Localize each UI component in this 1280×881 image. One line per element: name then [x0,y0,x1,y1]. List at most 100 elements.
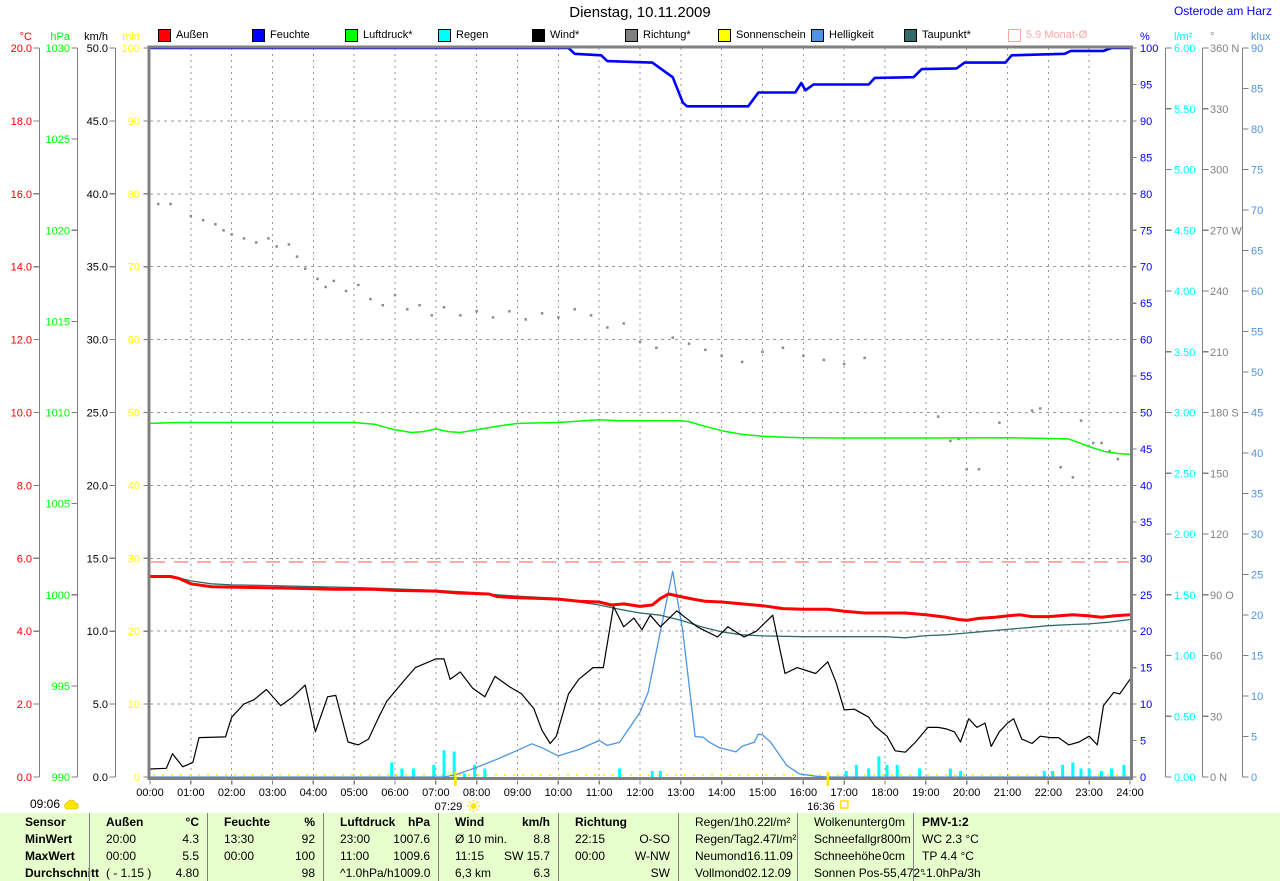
svg-text:55: 55 [1140,371,1152,383]
table-pmv-header: PMV-1:2 [922,814,969,829]
svg-text:20: 20 [1251,610,1263,622]
series-regen [390,750,1126,777]
x-axis: 00:00 01:00 02:00 03:00 04:00 05:00 06:00 07:00… [136,780,1144,799]
series-helligkeit [150,570,1130,778]
table-text: 98 [301,865,315,880]
svg-text:12:00: 12:00 [626,787,654,799]
table-text: km/h [521,814,550,829]
series-richtung [156,202,1120,479]
legend-label: Sonnenschein [736,29,806,41]
table-sensor-header: Feuchte% [208,813,323,830]
svg-text:10.0: 10.0 [11,408,32,420]
table-pmv-row: WC 2.3 °C [922,831,979,846]
svg-text:1020: 1020 [46,225,70,237]
table-col-wind: Wind km/h Ø 10 min. 8.8 11:15 SW 15.7 6,3 km 6.… [438,813,558,881]
svg-text:15: 15 [1251,651,1263,663]
svg-text:40: 40 [1251,448,1263,460]
svg-text:1000: 1000 [46,590,70,602]
table-text: Wolkenunterg [814,814,888,829]
svg-text:10:00: 10:00 [545,787,573,799]
svg-text:2.00: 2.00 [1174,529,1195,541]
moonrise-time-label: 09:06 [30,797,61,811]
svg-text:5.00: 5.00 [1174,165,1195,177]
table-info-row: Wolkenunterg 0m [798,813,913,830]
svg-text:07:00: 07:00 [422,787,450,799]
sunset-square-icon [840,800,849,809]
svg-text:70: 70 [128,262,140,274]
svg-text:30: 30 [1140,553,1152,565]
table-text: 11:15 [455,848,485,863]
table-sensor-row: 98 [208,864,323,881]
table-text: 800m [880,831,911,846]
legend-item-regen[interactable]: Regen [438,28,488,42]
svg-text:70: 70 [1251,205,1263,217]
svg-text:6.00: 6.00 [1174,43,1195,55]
table-text: 02.12.09 [744,865,792,880]
table-row-label: Durchschnitt [25,865,100,880]
legend-item-5-9-monat-[interactable]: 5.9 Monat-Ø [1008,28,1087,42]
table-sensor-row: 23:00 1007.6 [324,830,438,847]
table-info-row: Regen/Tag 2.47l/m² [679,830,797,847]
table-text: 0m [888,814,905,829]
axis-unit-temp: °C [20,31,32,43]
svg-text:19:00: 19:00 [912,787,940,799]
svg-text:09:00: 09:00 [504,787,532,799]
legend-item-helligkeit[interactable]: Helligkeit [811,28,874,42]
svg-text:20.0: 20.0 [11,43,32,55]
table-text: O-SO [639,831,670,846]
legend-item-sonnenschein[interactable]: Sonnenschein [718,28,806,42]
svg-text:16:00: 16:00 [790,787,818,799]
series-luftdruck [149,419,1131,456]
legend-swatch-icon [532,28,545,42]
svg-text:50: 50 [1140,408,1152,420]
legend-item-taupunkt-[interactable]: Taupunkt* [904,28,971,42]
svg-text:2.50: 2.50 [1174,468,1195,480]
table-pmv-row: TP 4.4 °C [922,848,974,863]
legend-label: Luftdruck* [363,29,413,41]
table-text: % [304,814,315,829]
svg-text:5: 5 [1251,732,1257,744]
svg-text:40.0: 40.0 [87,189,108,201]
table-text: 20:00 [106,831,137,846]
legend-item-wind-[interactable]: Wind* [532,28,579,42]
table-col-info-2: Wolkenunterg 0m Schneefallgr 800m Schneehöhe… [797,813,925,881]
legend-item-luftdruck-[interactable]: Luftdruck* [345,28,413,42]
table-sensor-row: ( - 1.15 ) 4.80 [90,864,207,881]
svg-text:11:00: 11:00 [586,787,613,799]
table-text: 6.3 [533,865,550,880]
table-sensor-row: 11:00 1009.6 [324,847,438,864]
svg-text:80: 80 [1140,189,1152,201]
svg-text:8.0: 8.0 [17,480,32,492]
svg-text:95: 95 [1140,79,1152,91]
svg-text:60: 60 [1140,335,1152,347]
svg-text:0: 0 [134,772,140,784]
svg-text:6.0: 6.0 [17,553,32,565]
svg-text:20.0: 20.0 [87,480,108,492]
table-sensor-header: Luftdruck hPa [324,813,438,830]
summary-table: Sensor MinWert MaxWert Durchschnitt Außen °C 2… [0,813,1280,881]
svg-text:60: 60 [128,335,140,347]
svg-text:50.0: 50.0 [87,43,108,55]
svg-text:10: 10 [1140,699,1152,711]
svg-text:18.0: 18.0 [11,116,32,128]
cloud-icon [64,799,79,809]
legend-item-au-en[interactable]: Außen [158,28,208,42]
table-text: 22:15 [575,831,606,846]
table-col-richtung: Richtung 22:15 O-SO 00:00 W-NW SW [558,813,678,881]
svg-text:330: 330 [1210,104,1228,116]
legend-item-feuchte[interactable]: Feuchte [252,28,310,42]
legend-item-richtung-[interactable]: Richtung* [625,28,691,42]
svg-text:90 O: 90 O [1210,590,1234,602]
axis-direction: ° 0 N 30 60 90 O 120 150 180 S 210 240 270 W 300 330… [1201,31,1242,784]
legend-swatch-icon [252,28,265,42]
svg-text:15:00: 15:00 [749,787,777,799]
table-text: 92 [301,831,315,846]
svg-text:15.0: 15.0 [87,553,108,565]
table-text: 4.3 [182,831,199,846]
svg-text:210: 210 [1210,347,1228,359]
table-row-label: MinWert [25,831,73,846]
svg-text:00:00: 00:00 [136,787,164,799]
svg-text:13:00: 13:00 [667,787,695,799]
svg-text:20:00: 20:00 [953,787,981,799]
svg-text:25.0: 25.0 [87,408,108,420]
